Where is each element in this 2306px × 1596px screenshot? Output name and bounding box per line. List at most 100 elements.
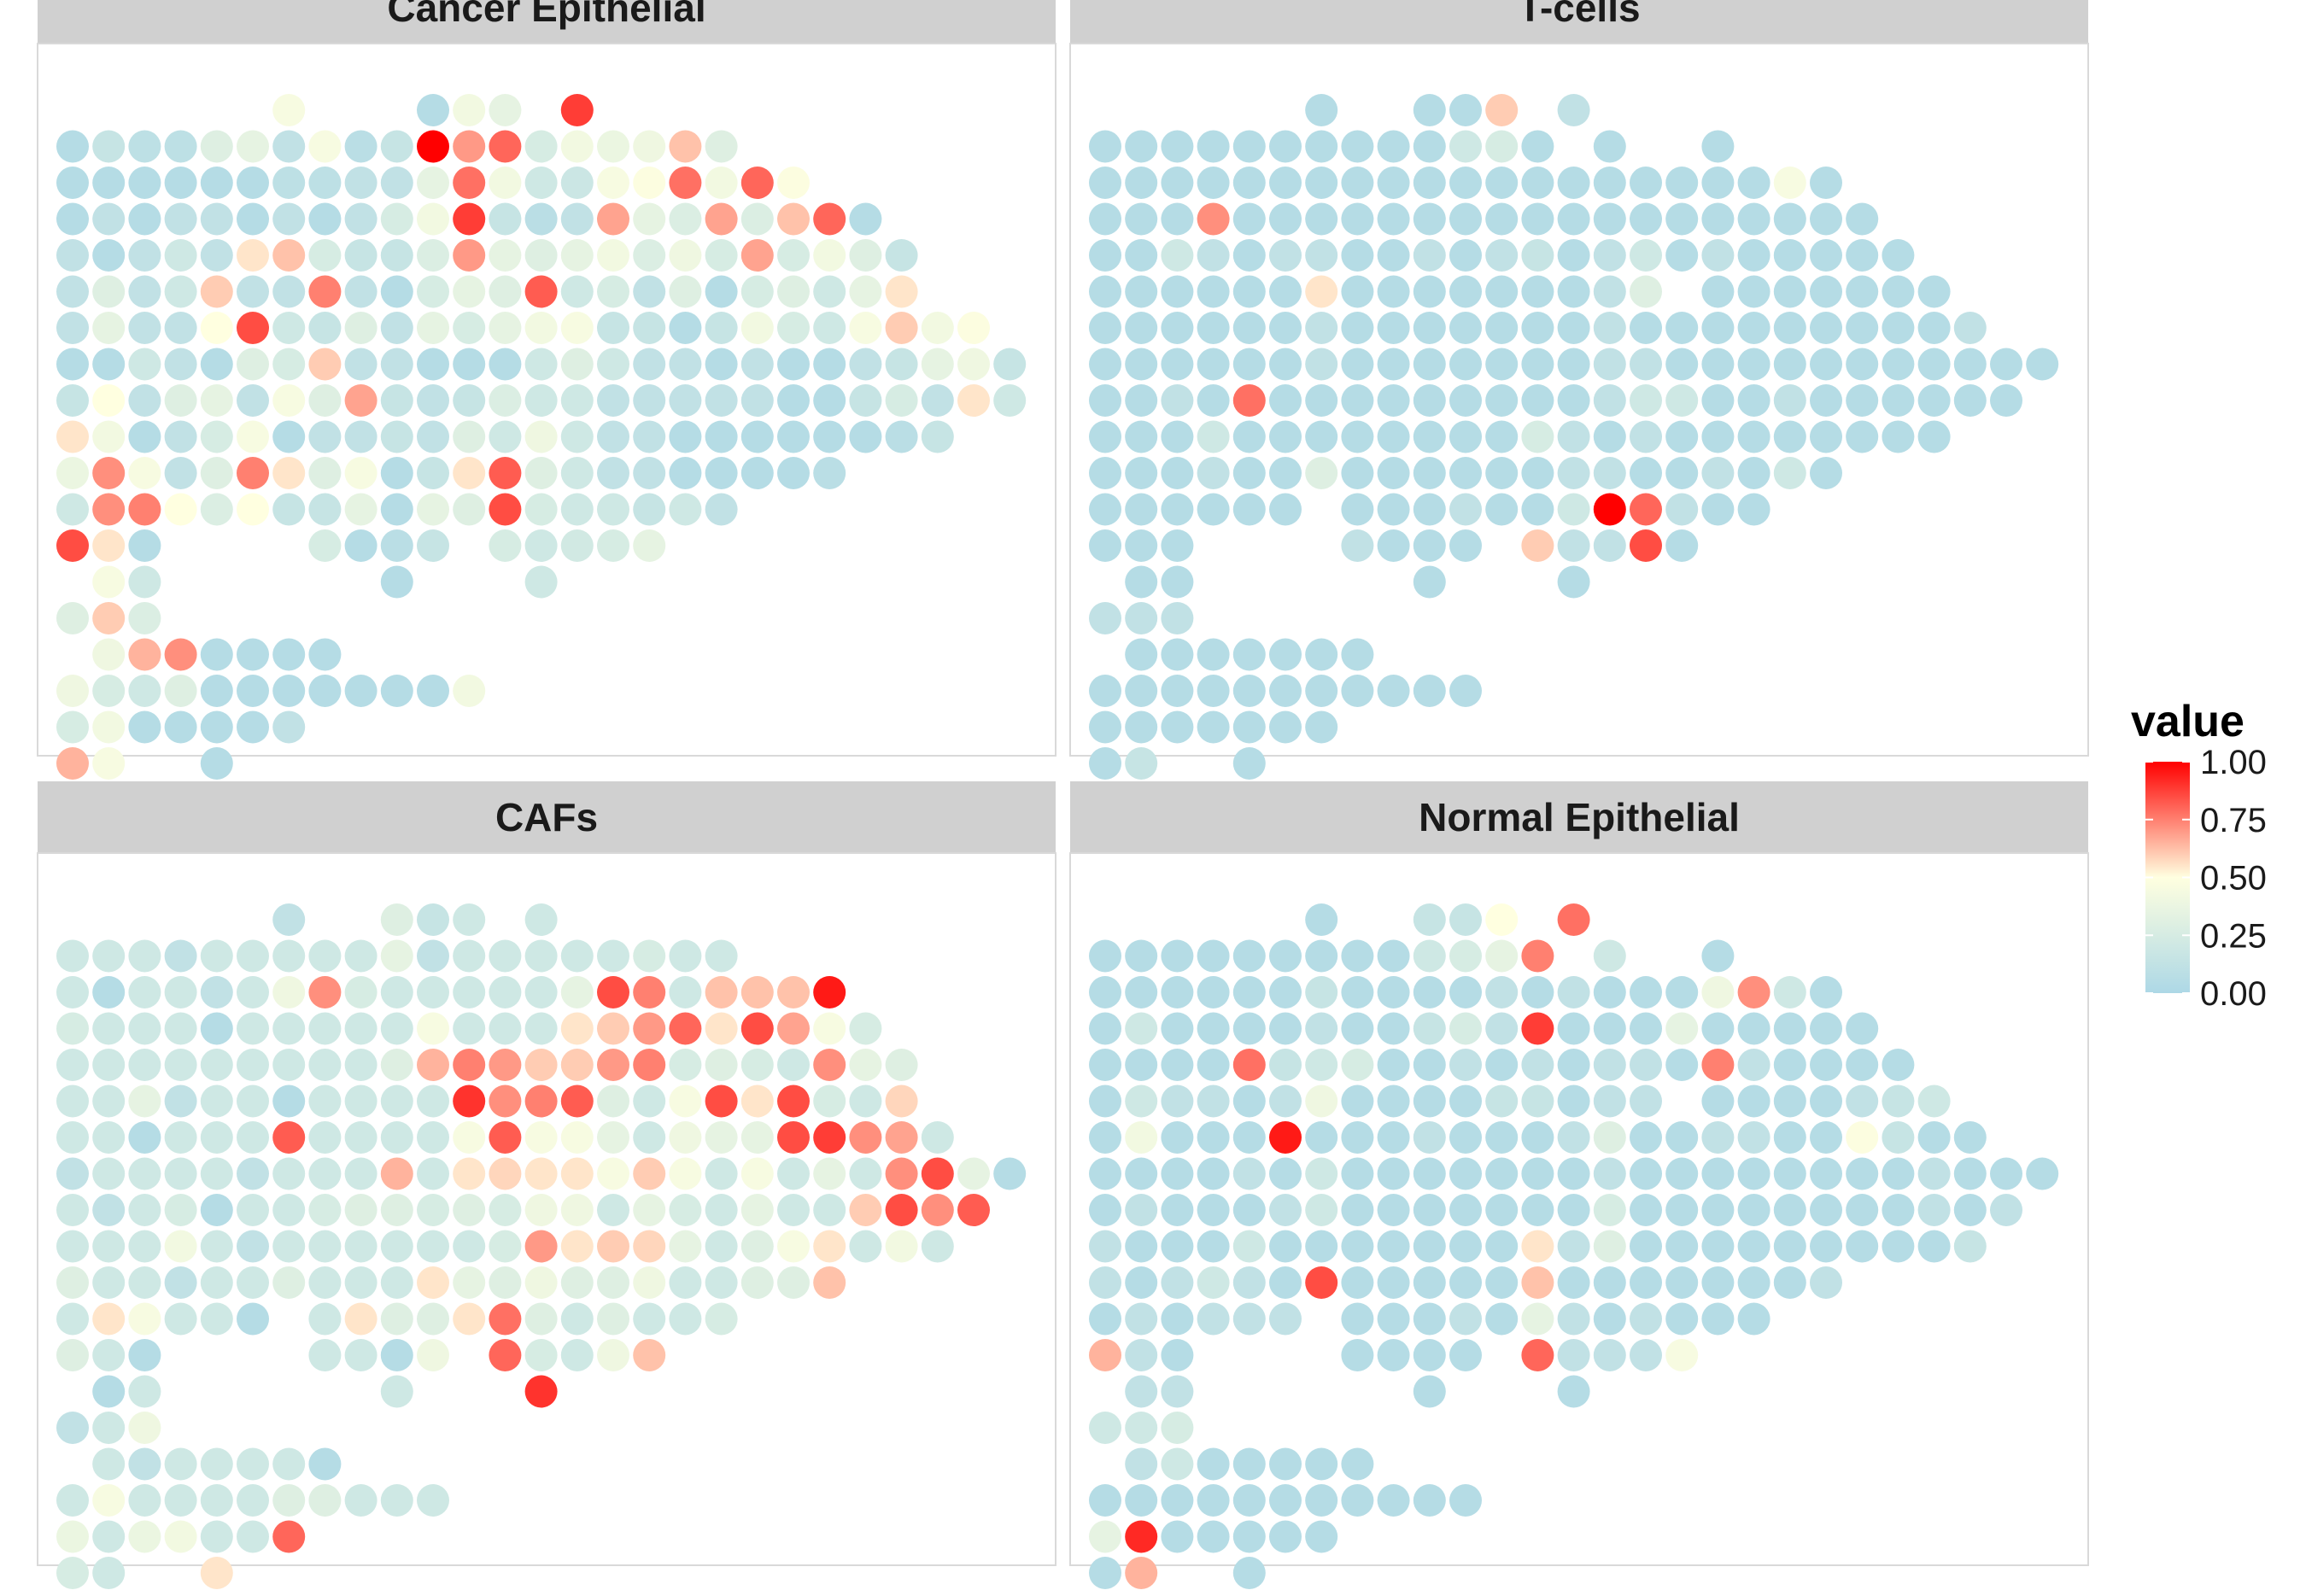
spot-point — [669, 275, 702, 308]
spot-point — [344, 1121, 378, 1154]
spot-point — [560, 1230, 594, 1263]
spot-point — [56, 348, 89, 381]
spot-point — [1232, 1484, 1266, 1517]
spot-point — [849, 1084, 882, 1118]
spot-point — [200, 275, 233, 308]
spot-point — [633, 1339, 666, 1371]
spot-point — [92, 1412, 126, 1444]
spot-point — [1846, 239, 1879, 272]
spot-layer — [56, 903, 1027, 1589]
spot-point — [705, 976, 738, 1008]
spot-point — [1161, 239, 1194, 272]
spot-point — [164, 710, 197, 744]
spot-point — [1125, 1557, 1158, 1589]
spot-point — [705, 1302, 738, 1336]
spot-point — [705, 493, 738, 526]
spot-point — [200, 167, 233, 199]
spot-point — [380, 275, 413, 308]
spot-point — [1232, 202, 1266, 236]
spot-point — [1413, 675, 1446, 707]
spot-point — [1449, 167, 1482, 199]
spot-point — [1701, 976, 1735, 1008]
spot-point — [524, 493, 558, 526]
spot-point — [1269, 275, 1302, 308]
spot-point — [1305, 167, 1338, 199]
spot-point — [1125, 457, 1158, 489]
spot-point — [1161, 1012, 1194, 1045]
spot-point — [200, 348, 233, 381]
spot-point — [164, 675, 197, 707]
spot-point — [56, 1266, 89, 1299]
spot-point — [489, 1339, 522, 1371]
spot-point — [1232, 1520, 1266, 1553]
spot-point — [1773, 1084, 1806, 1118]
spot-point — [1341, 312, 1374, 344]
spot-point — [705, 1194, 738, 1226]
spot-point — [344, 239, 378, 272]
spot-point — [272, 976, 306, 1008]
spot-point — [705, 202, 738, 236]
spot-point — [308, 239, 342, 272]
spot-point — [1089, 384, 1121, 417]
spot-point — [164, 1447, 197, 1481]
spot-point — [164, 202, 197, 236]
spot-point — [1269, 1520, 1302, 1553]
spot-point — [308, 457, 342, 489]
spot-point — [1737, 167, 1770, 199]
spot-point — [453, 167, 486, 199]
spot-point — [669, 384, 702, 417]
spot-point — [705, 457, 738, 489]
spot-point — [453, 202, 486, 236]
spot-point — [1197, 348, 1230, 381]
spot-point — [237, 638, 269, 671]
spot-point — [669, 202, 702, 236]
spot-point — [1269, 1266, 1302, 1299]
spot-point — [1305, 638, 1338, 671]
spot-point — [200, 130, 233, 163]
spot-point — [1449, 239, 1482, 272]
spot-point — [1341, 1121, 1374, 1154]
spot-point — [344, 348, 378, 381]
spot-point — [56, 1084, 89, 1118]
spot-point — [237, 384, 269, 417]
spot-point — [1846, 1121, 1879, 1154]
spot-point — [705, 130, 738, 163]
spot-point — [524, 167, 558, 199]
spot-point — [308, 384, 342, 417]
spot-point — [1197, 1520, 1230, 1553]
spot-point — [1161, 710, 1194, 744]
spot-point — [633, 457, 666, 489]
spot-point — [1089, 1049, 1121, 1081]
spot-point — [1557, 529, 1590, 562]
spot-point — [128, 1375, 161, 1408]
spot-point — [1305, 1447, 1338, 1481]
spot-point — [777, 348, 810, 381]
spot-point — [1521, 420, 1554, 453]
spot-point — [1593, 167, 1626, 199]
spot-point — [1665, 348, 1699, 381]
spot-point — [1197, 457, 1230, 489]
spot-point — [1593, 457, 1626, 489]
spot-point — [1232, 1157, 1266, 1190]
facet-panels: Cancer Epithelial T-cells CAFs Normal Epith… — [37, 0, 2089, 1589]
spot-point — [1593, 1266, 1626, 1299]
spot-point — [1773, 1012, 1806, 1045]
spot-point — [128, 167, 161, 199]
spot-point — [1737, 1084, 1770, 1118]
spot-point — [453, 903, 486, 936]
spot-point — [1089, 1121, 1121, 1154]
spot-point — [813, 1084, 846, 1118]
spot-point — [56, 312, 89, 344]
spot-point — [1810, 420, 1842, 453]
spot-point — [1557, 1084, 1590, 1118]
spot-point — [56, 275, 89, 308]
spot-point — [1593, 384, 1626, 417]
spot-point — [128, 1121, 161, 1154]
spot-point — [1232, 312, 1266, 344]
spot-point — [1521, 1302, 1554, 1336]
spot-point — [560, 1266, 594, 1299]
spot-point — [380, 1194, 413, 1226]
spot-point — [1269, 1157, 1302, 1190]
spot-point — [1665, 1157, 1699, 1190]
spot-point — [1341, 202, 1374, 236]
